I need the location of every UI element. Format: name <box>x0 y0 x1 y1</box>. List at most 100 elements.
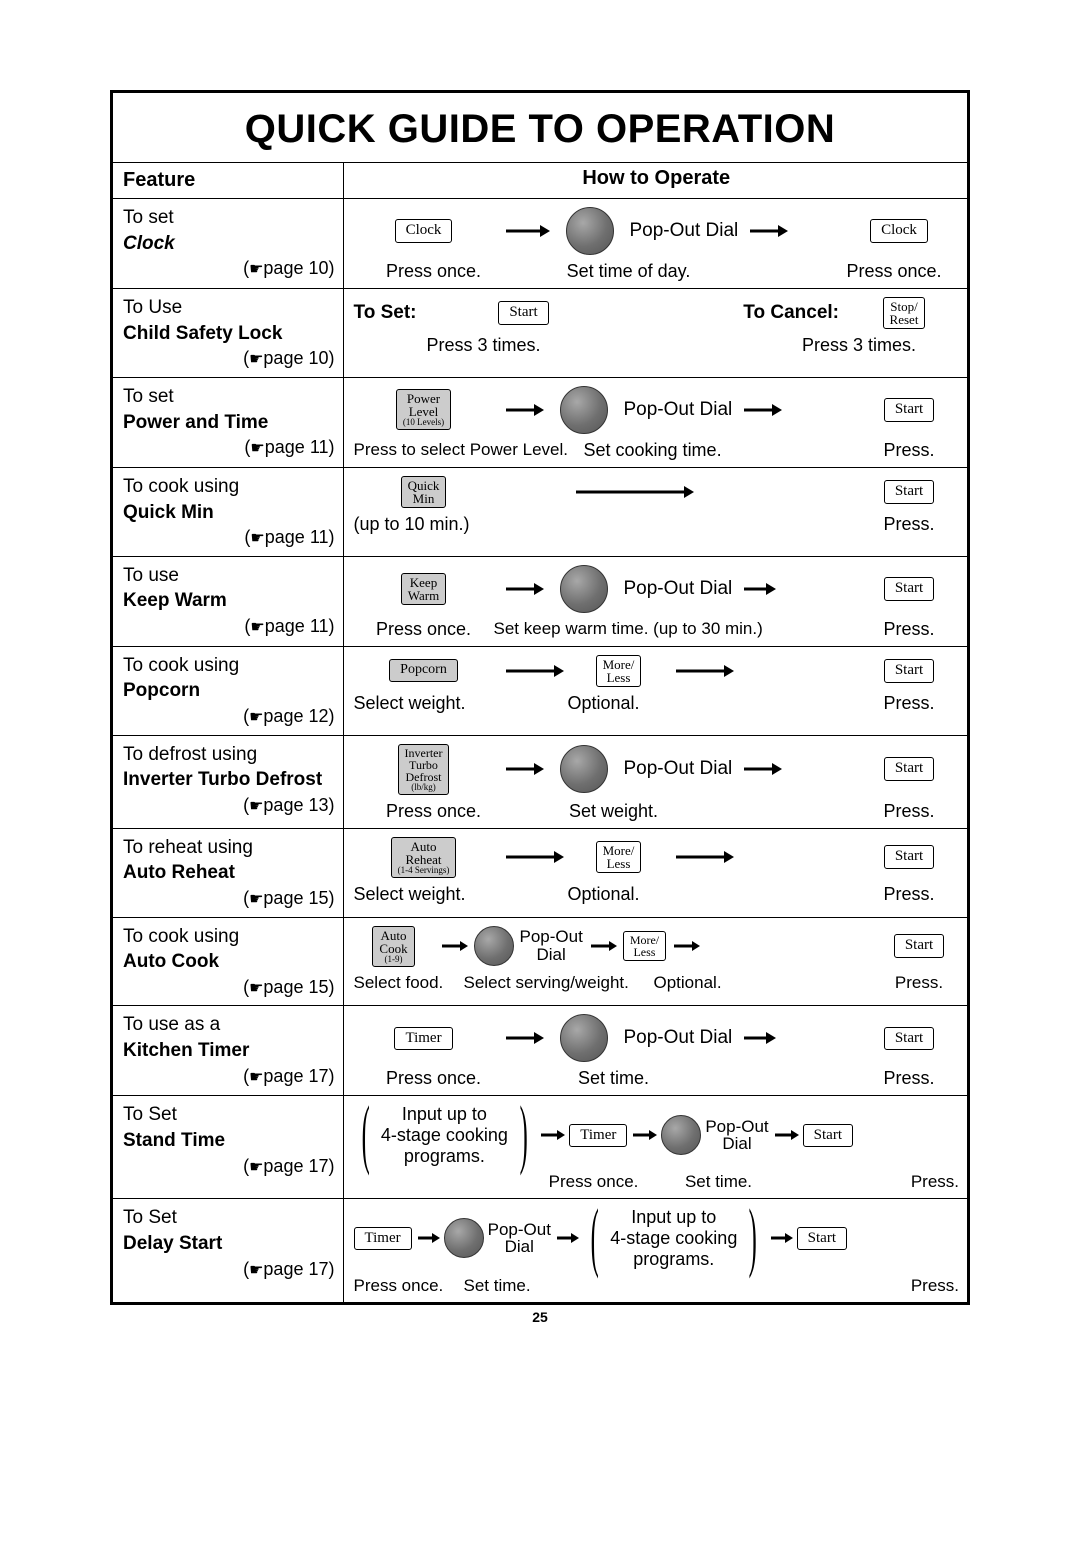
feature-name: Clock <box>123 231 335 257</box>
popout-label: Pop-OutDial <box>705 1118 768 1154</box>
caption: Set time of day. <box>514 261 744 282</box>
arrow-icon <box>574 484 694 500</box>
popout-label: Pop-Out Dial <box>630 220 739 242</box>
caption: Press. <box>859 514 959 535</box>
caption: Press. <box>859 801 959 822</box>
arrow-icon <box>555 1231 579 1245</box>
arrow-icon <box>742 581 776 597</box>
page-ref: (☛page 15) <box>123 886 335 911</box>
more-less-button: More/Less <box>623 931 666 961</box>
quick-min-button: QuickMin <box>401 476 447 508</box>
dial-icon <box>474 926 514 966</box>
page-number: 25 <box>110 1309 970 1325</box>
hand-icon: ☛ <box>249 978 263 1000</box>
dial-icon <box>560 745 608 793</box>
arrow-icon <box>769 1231 793 1245</box>
start-button: Start <box>884 398 934 422</box>
table-row: To cook using Quick Min (☛page 11) Quick… <box>113 467 967 556</box>
table-row: To cook using Auto Cook (☛page 15) AutoC… <box>113 917 967 1006</box>
page-ref: (☛page 17) <box>123 1257 335 1282</box>
feature-name: Auto Cook <box>123 949 335 975</box>
clock-button: Clock <box>870 219 928 243</box>
header-how: How to Operate <box>343 163 967 199</box>
brace-right-icon: ) <box>749 1208 757 1270</box>
feature-name: Keep Warm <box>123 588 335 614</box>
arrow-icon <box>748 223 788 239</box>
content-frame: QUICK GUIDE TO OPERATION Feature How to … <box>110 90 970 1305</box>
hand-icon: ☛ <box>249 1157 263 1179</box>
dial-icon <box>560 565 608 613</box>
arrow-icon <box>504 761 544 777</box>
caption: Press once. <box>354 261 514 282</box>
arrow-icon <box>504 402 544 418</box>
feature-pre: To Set <box>123 1205 335 1231</box>
table-row: To set Power and Time (☛page 11) PowerLe… <box>113 377 967 467</box>
caption: Optional. <box>514 693 694 714</box>
feature-pre: To defrost using <box>123 742 335 768</box>
feature-name: Stand Time <box>123 1128 335 1154</box>
auto-reheat-button: AutoReheat(1-4 Servings) <box>391 837 457 878</box>
start-button: Start <box>884 1027 934 1051</box>
feature-pre: To Set <box>123 1102 335 1128</box>
arrow-icon <box>674 663 734 679</box>
feature-pre: To use as a <box>123 1012 335 1038</box>
table-row: To use Keep Warm (☛page 11) KeepWarm Pop… <box>113 556 967 646</box>
page-ref: (☛page 11) <box>123 525 335 550</box>
page-ref: (☛page 10) <box>123 346 335 371</box>
start-button: Start <box>884 757 934 781</box>
arrow-icon <box>440 939 468 953</box>
caption: Press. <box>859 693 959 714</box>
dial-icon <box>560 1014 608 1062</box>
caption: Press. <box>859 1068 959 1089</box>
caption: Press once. <box>354 801 514 822</box>
feature-name: Popcorn <box>123 678 335 704</box>
caption: Set keep warm time. (up to 30 min.) <box>494 619 794 640</box>
more-less-button: More/Less <box>596 841 642 873</box>
to-cancel-label: To Cancel: <box>743 302 839 324</box>
caption: Press to select Power Level. <box>354 440 584 461</box>
hand-icon: ☛ <box>249 889 263 911</box>
hand-icon: ☛ <box>250 438 264 460</box>
start-button: Start <box>884 845 934 869</box>
stop-reset-button: Stop/Reset <box>883 297 926 329</box>
feature-name: Child Safety Lock <box>123 321 335 347</box>
table-row: To defrost using Inverter Turbo Defrost … <box>113 735 967 828</box>
caption: Select weight. <box>354 693 514 714</box>
arrow-icon <box>674 849 734 865</box>
feature-pre: To use <box>123 563 335 589</box>
page-ref: (☛page 10) <box>123 256 335 281</box>
popout-label: Pop-Out Dial <box>624 1027 733 1049</box>
caption: Set time. <box>464 1276 594 1296</box>
caption: Press 3 times. <box>759 335 959 356</box>
arrow-icon <box>773 1128 799 1142</box>
caption: Press once. <box>534 1172 654 1192</box>
start-button: Start <box>894 934 944 958</box>
table-row: To Set Delay Start (☛page 17) Timer Pop-… <box>113 1199 967 1302</box>
to-set-label: To Set: <box>354 302 434 324</box>
caption: Optional. <box>654 973 774 993</box>
auto-cook-button: AutoCook(1-9) <box>372 926 414 967</box>
caption: Press once. <box>829 261 959 282</box>
table-row: To set Clock (☛page 10) Clock Pop-Out Di… <box>113 199 967 289</box>
popout-label: Pop-Out Dial <box>624 758 733 780</box>
arrow-icon <box>672 939 700 953</box>
page-ref: (☛page 15) <box>123 975 335 1000</box>
start-button: Start <box>884 577 934 601</box>
caption: Set time. <box>514 1068 714 1089</box>
popout-label: Pop-OutDial <box>520 928 583 964</box>
arrow-icon <box>504 663 564 679</box>
popout-label: Pop-Out Dial <box>624 578 733 600</box>
table-row: To Use Child Safety Lock (☛page 10) To S… <box>113 289 967 378</box>
stage-text: Input up to4-stage cookingprograms. <box>610 1207 737 1269</box>
arrow-icon <box>742 1030 776 1046</box>
caption: Press. <box>879 973 959 993</box>
arrow-icon <box>416 1231 440 1245</box>
popcorn-button: Popcorn <box>389 659 458 682</box>
keep-warm-button: KeepWarm <box>401 573 446 605</box>
hand-icon: ☛ <box>249 1260 263 1282</box>
header-row: Feature How to Operate <box>113 163 967 199</box>
header-feature: Feature <box>113 163 343 199</box>
table-row: To cook using Popcorn (☛page 12) Popcorn… <box>113 646 967 735</box>
arrow-icon <box>742 761 782 777</box>
table-row: To reheat using Auto Reheat (☛page 15) A… <box>113 828 967 917</box>
